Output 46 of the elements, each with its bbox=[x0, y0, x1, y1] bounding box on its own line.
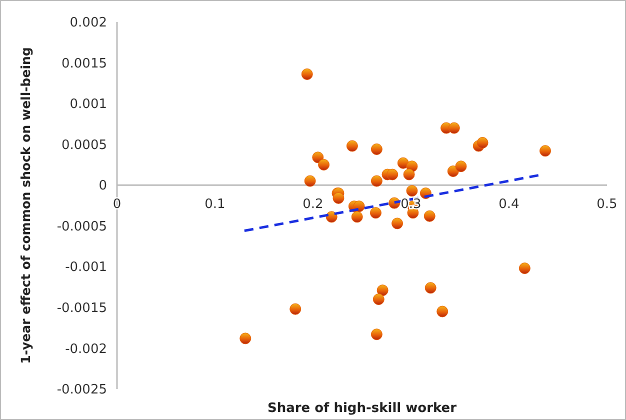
y-tick-label: -0.0005 bbox=[56, 219, 107, 234]
point bbox=[304, 175, 316, 187]
point bbox=[392, 218, 404, 230]
point bbox=[386, 168, 398, 180]
point bbox=[540, 145, 552, 157]
point bbox=[376, 284, 388, 296]
y-tick-label: -0.001 bbox=[65, 260, 107, 276]
y-tick-label: -0.002 bbox=[65, 342, 107, 357]
point bbox=[372, 294, 384, 306]
point bbox=[424, 210, 436, 222]
point bbox=[370, 143, 382, 155]
point bbox=[476, 136, 488, 148]
point bbox=[406, 185, 418, 197]
y-tick-label: 0.001 bbox=[70, 97, 107, 112]
point bbox=[370, 328, 382, 340]
point bbox=[455, 160, 467, 172]
point bbox=[346, 140, 358, 152]
x-tick-label: 0.5 bbox=[596, 197, 618, 212]
point bbox=[403, 168, 415, 180]
point bbox=[370, 175, 382, 187]
x-tick-label: 0.2 bbox=[302, 197, 324, 212]
point bbox=[240, 332, 252, 344]
point bbox=[312, 152, 324, 164]
x-axis-title: Share of high-skill worker bbox=[267, 401, 458, 416]
y-tick-label: -0.0025 bbox=[56, 382, 107, 398]
point bbox=[448, 122, 460, 134]
x-tick-label: 0.1 bbox=[204, 197, 226, 212]
y-tick-label: -0.0015 bbox=[56, 300, 107, 316]
point bbox=[351, 211, 363, 223]
y-tick-label: 0.002 bbox=[70, 16, 107, 31]
point bbox=[397, 157, 409, 169]
x-tick-label: 0.4 bbox=[498, 197, 520, 212]
y-tick-label: 0.0015 bbox=[62, 56, 107, 72]
point bbox=[370, 207, 382, 219]
point bbox=[290, 303, 302, 315]
point bbox=[301, 68, 313, 80]
point bbox=[436, 306, 448, 318]
y-tick-label: 0 bbox=[98, 178, 107, 194]
x-tick-label: 0 bbox=[112, 197, 122, 212]
point bbox=[332, 192, 344, 204]
point bbox=[326, 211, 338, 223]
y-tick-label: 0.0005 bbox=[62, 138, 107, 153]
point bbox=[318, 158, 330, 170]
point bbox=[424, 282, 436, 294]
point bbox=[518, 262, 530, 274]
y-axis-title: 1-year effect of common shock on well-being bbox=[18, 47, 33, 364]
